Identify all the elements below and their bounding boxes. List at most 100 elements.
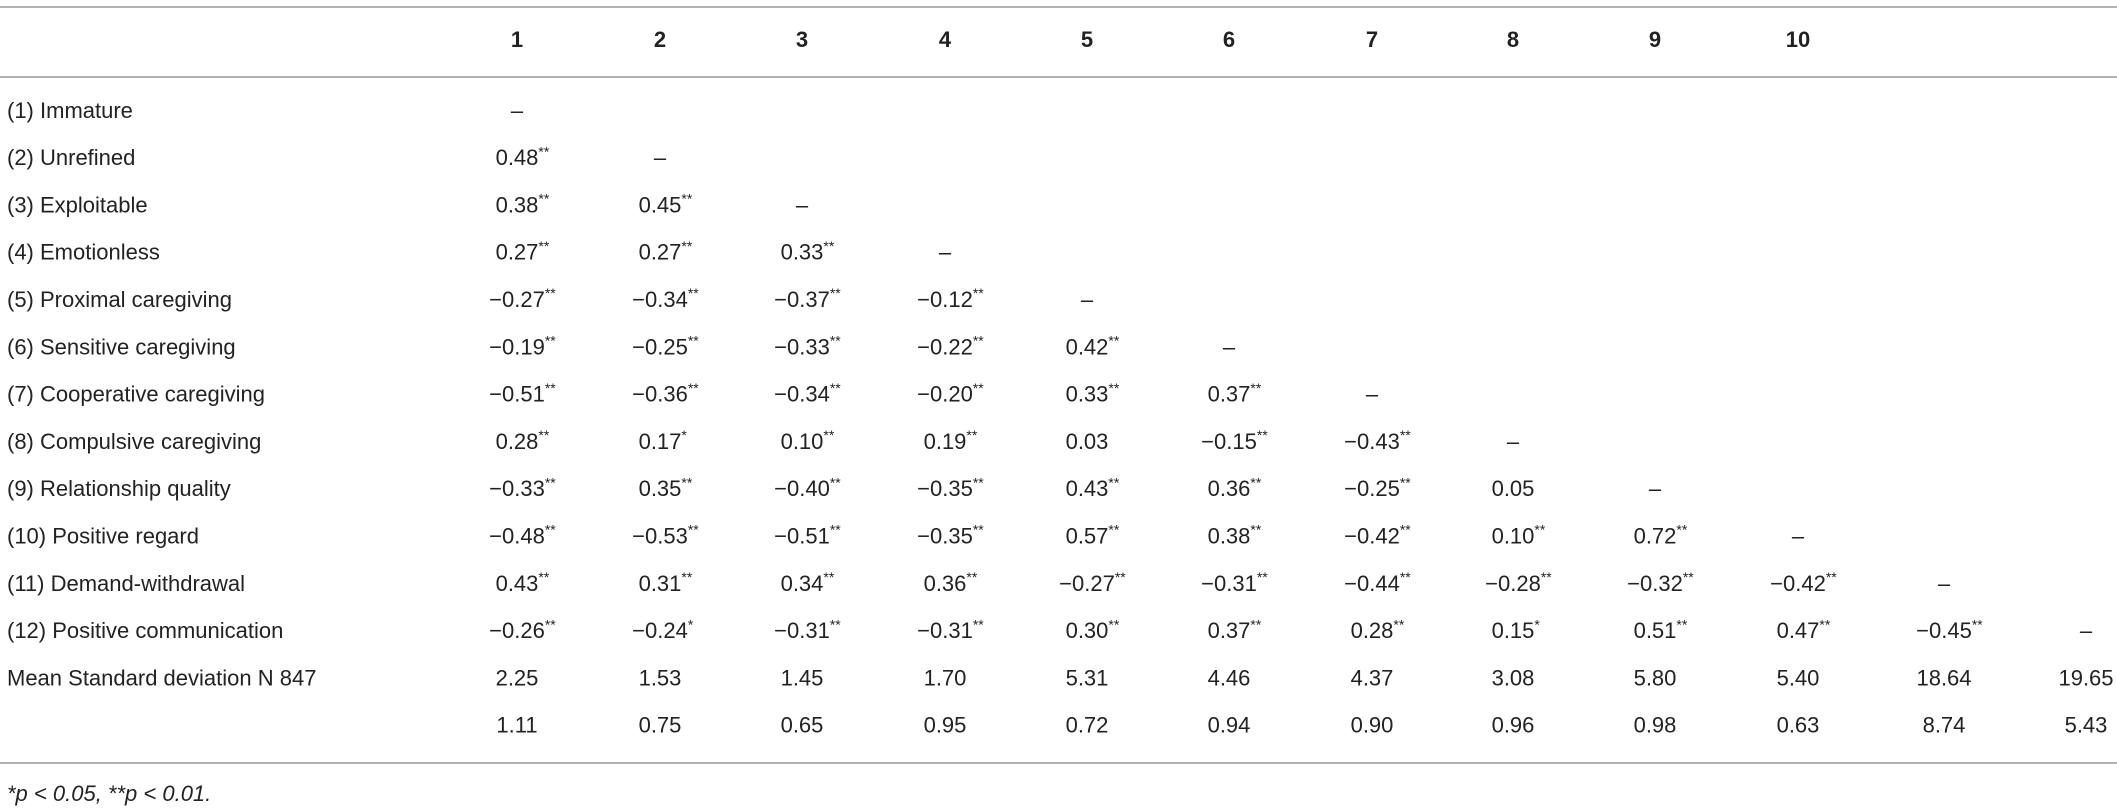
cell: 4.46 (1208, 665, 1251, 690)
cell: −0.42** (1344, 521, 1411, 548)
cell: 1.53 (639, 665, 682, 690)
cell: 0.38** (1208, 521, 1262, 548)
cell: 0.37** (1208, 616, 1262, 643)
cell: 0.47** (1777, 616, 1831, 643)
cell: −0.36** (632, 380, 699, 407)
cell: −0.45** (1916, 616, 1983, 643)
cell: – (939, 240, 952, 265)
cell: −0.22** (917, 332, 984, 359)
row-label: (4) Emotionless (7, 240, 160, 265)
cell: – (1366, 382, 1379, 407)
cell: 0.33** (781, 238, 835, 265)
cell: 1.45 (781, 665, 824, 690)
cell: −0.34** (632, 285, 699, 312)
column-header: 4 (939, 27, 952, 52)
cell: – (1081, 287, 1094, 312)
cell: 0.43** (1066, 474, 1120, 501)
cell: −0.19** (489, 332, 556, 359)
row-label: (5) Proximal caregiving (7, 287, 232, 312)
column-header: 3 (796, 27, 808, 52)
cell: 0.45** (639, 190, 693, 217)
cell: – (1223, 334, 1236, 359)
cell: 0.63 (1777, 713, 1820, 738)
cell: – (1507, 429, 1520, 454)
row-label: (10) Positive regard (7, 524, 199, 549)
cell: 0.10** (781, 427, 835, 454)
cell: – (796, 192, 809, 217)
column-header: 2 (654, 27, 666, 52)
cell: −0.26** (489, 616, 556, 643)
cell: −0.15** (1201, 427, 1268, 454)
cell: 5.31 (1066, 665, 1109, 690)
cell: 0.15* (1492, 616, 1541, 643)
cell: 0.37** (1208, 380, 1262, 407)
cell: 0.98 (1634, 713, 1677, 738)
row-label: (1) Immature (7, 98, 133, 123)
cell: 0.17* (639, 427, 688, 454)
cell: −0.20** (917, 380, 984, 407)
cell: 0.36** (924, 569, 978, 596)
row-label: (11) Demand-withdrawal (7, 571, 245, 596)
cell: 0.19** (924, 427, 978, 454)
cell: 1.11 (496, 713, 537, 738)
cell: −0.32** (1627, 569, 1694, 596)
cell: 18.64 (1916, 665, 1971, 690)
cell: 5.80 (1634, 665, 1677, 690)
column-header: 9 (1649, 27, 1661, 52)
cell: −0.48** (489, 521, 556, 548)
cell: −0.35** (917, 474, 984, 501)
cell: −0.43** (1344, 427, 1411, 454)
cell: −0.44** (1344, 569, 1411, 596)
cell: 0.27** (496, 238, 550, 265)
cell: 0.57** (1066, 521, 1120, 548)
cell: −0.12** (917, 285, 984, 312)
cell: 0.43** (496, 569, 550, 596)
cell: 5.40 (1777, 665, 1820, 690)
cell: −0.51** (774, 521, 841, 548)
cell: −0.33** (774, 332, 841, 359)
cell: −0.27** (489, 285, 556, 312)
column-header: 7 (1366, 27, 1378, 52)
cell: −0.53** (632, 521, 699, 548)
column-header: 10 (1786, 27, 1810, 52)
cell: 0.38** (496, 190, 550, 217)
cell: 0.30** (1066, 616, 1120, 643)
cell: −0.25** (1344, 474, 1411, 501)
cell: – (654, 145, 667, 170)
cell: – (2080, 618, 2093, 643)
cell: 0.90 (1351, 713, 1394, 738)
row-label: (2) Unrefined (7, 145, 135, 170)
cell: 2.25 (496, 665, 539, 690)
cell: −0.37** (774, 285, 841, 312)
cell: −0.31** (917, 616, 984, 643)
cell: −0.40** (774, 474, 841, 501)
cell: 5.43 (2065, 713, 2108, 738)
column-header: 5 (1081, 27, 1093, 52)
cell: −0.42** (1770, 569, 1837, 596)
row-label: (3) Exploitable (7, 192, 148, 217)
row-label: (8) Compulsive caregiving (7, 429, 261, 454)
cell: – (1792, 524, 1805, 549)
cell: 0.33** (1066, 380, 1120, 407)
row-label: (9) Relationship quality (7, 476, 231, 501)
cell: 0.27** (639, 238, 693, 265)
cell: 19.65 (2058, 665, 2113, 690)
cell: 0.72** (1634, 521, 1688, 548)
cell: 0.05 (1492, 476, 1535, 501)
cell: 8.74 (1923, 713, 1966, 738)
cell: 3.08 (1492, 665, 1535, 690)
cell: 0.65 (781, 713, 824, 738)
cell: – (1649, 476, 1662, 501)
cell: 0.72 (1066, 713, 1109, 738)
column-header: 1 (511, 27, 523, 52)
row-label: (7) Cooperative caregiving (7, 382, 265, 407)
cell: −0.27** (1059, 569, 1126, 596)
cell: 0.51** (1634, 616, 1688, 643)
cell: 0.75 (639, 713, 682, 738)
cell: 0.28** (496, 427, 550, 454)
cell: −0.24* (632, 616, 694, 643)
cell: 0.48** (496, 143, 550, 170)
row-label: (6) Sensitive caregiving (7, 334, 236, 359)
cell: −0.33** (489, 474, 556, 501)
